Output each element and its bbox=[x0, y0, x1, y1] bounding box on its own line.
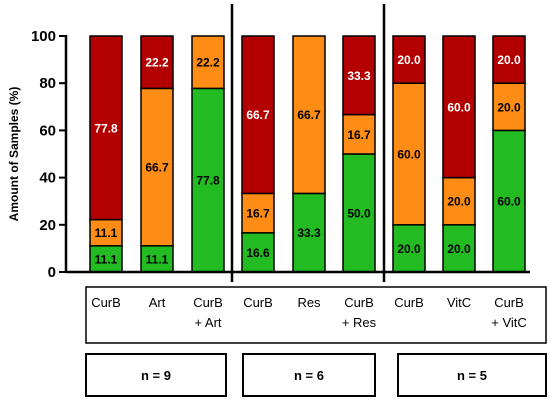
data-label: 20.0 bbox=[497, 53, 521, 67]
data-label: 16.7 bbox=[246, 207, 270, 221]
x-tick-label: CurB bbox=[243, 295, 273, 310]
group-box bbox=[85, 353, 227, 397]
bar-segment bbox=[89, 245, 123, 273]
data-label: 22.2 bbox=[145, 56, 169, 70]
data-label: 11.1 bbox=[146, 252, 169, 266]
data-label: 33.3 bbox=[297, 226, 321, 240]
x-tick-label: CurB bbox=[91, 295, 121, 310]
y-tick-label: 40 bbox=[39, 170, 56, 187]
data-label: 77.8 bbox=[196, 174, 220, 188]
bar-segment bbox=[392, 224, 426, 273]
bar-segment bbox=[89, 35, 123, 221]
bar-segment bbox=[442, 176, 476, 226]
x-tick-label: Res bbox=[297, 295, 321, 310]
bar-segment bbox=[492, 129, 526, 273]
bar-segment bbox=[342, 35, 376, 116]
group-n-label: n = 9 bbox=[141, 368, 171, 383]
bar-segment bbox=[492, 35, 526, 84]
y-tick-label: 20 bbox=[39, 217, 56, 234]
group-box bbox=[242, 353, 376, 397]
bar-segment bbox=[442, 35, 476, 179]
bar-segment bbox=[292, 35, 326, 195]
bar-segment bbox=[140, 35, 174, 90]
y-axis-title: Amount of Samples (%) bbox=[7, 87, 21, 222]
group-n-label: n = 6 bbox=[294, 368, 324, 383]
x-tick-label: CurB + Res bbox=[342, 295, 377, 330]
y-tick-label: 100 bbox=[31, 28, 56, 45]
data-label: 20.0 bbox=[397, 53, 421, 67]
data-label: 11.1 bbox=[95, 226, 118, 240]
x-tick-label: Art bbox=[149, 295, 166, 310]
data-label: 22.2 bbox=[196, 56, 220, 70]
data-label: 66.7 bbox=[246, 108, 270, 122]
data-label: 60.0 bbox=[447, 100, 471, 114]
y-tick-label: 0 bbox=[48, 264, 56, 281]
data-label: 20.0 bbox=[447, 195, 471, 209]
y-tick-label: 60 bbox=[39, 122, 56, 139]
bar-segment bbox=[191, 35, 225, 90]
bar-segment bbox=[342, 113, 376, 155]
x-tick-label: CurB + Art bbox=[193, 295, 223, 330]
bar-segment bbox=[241, 35, 275, 195]
y-tick-label: 80 bbox=[39, 75, 56, 92]
data-label: 16.7 bbox=[347, 128, 371, 142]
data-label: 20.0 bbox=[447, 242, 471, 256]
x-tick-label: VitC bbox=[447, 295, 471, 310]
data-label: 11.1 bbox=[95, 252, 118, 266]
data-label: 60.0 bbox=[497, 195, 521, 209]
bar-segment bbox=[392, 82, 426, 226]
x-tick-label: CurB bbox=[394, 295, 424, 310]
bar-segment bbox=[140, 245, 174, 273]
bar-segment bbox=[492, 82, 526, 132]
data-label: 16.6 bbox=[246, 246, 270, 260]
data-label: 50.0 bbox=[347, 207, 371, 221]
group-box bbox=[397, 353, 547, 397]
data-label: 20.0 bbox=[397, 242, 421, 256]
bar-segment bbox=[191, 87, 225, 273]
data-label: 60.0 bbox=[397, 148, 421, 162]
group-n-label: n = 5 bbox=[457, 368, 487, 383]
data-label: 66.7 bbox=[297, 108, 321, 122]
data-label: 77.8 bbox=[94, 121, 118, 135]
x-tick-label: CurB + VitC bbox=[491, 295, 527, 330]
category-box bbox=[85, 286, 547, 344]
data-label: 66.7 bbox=[145, 161, 169, 175]
data-label: 20.0 bbox=[497, 100, 521, 114]
bar-segment bbox=[392, 35, 426, 84]
bar-segment bbox=[342, 153, 376, 273]
data-label: 33.3 bbox=[347, 69, 371, 83]
